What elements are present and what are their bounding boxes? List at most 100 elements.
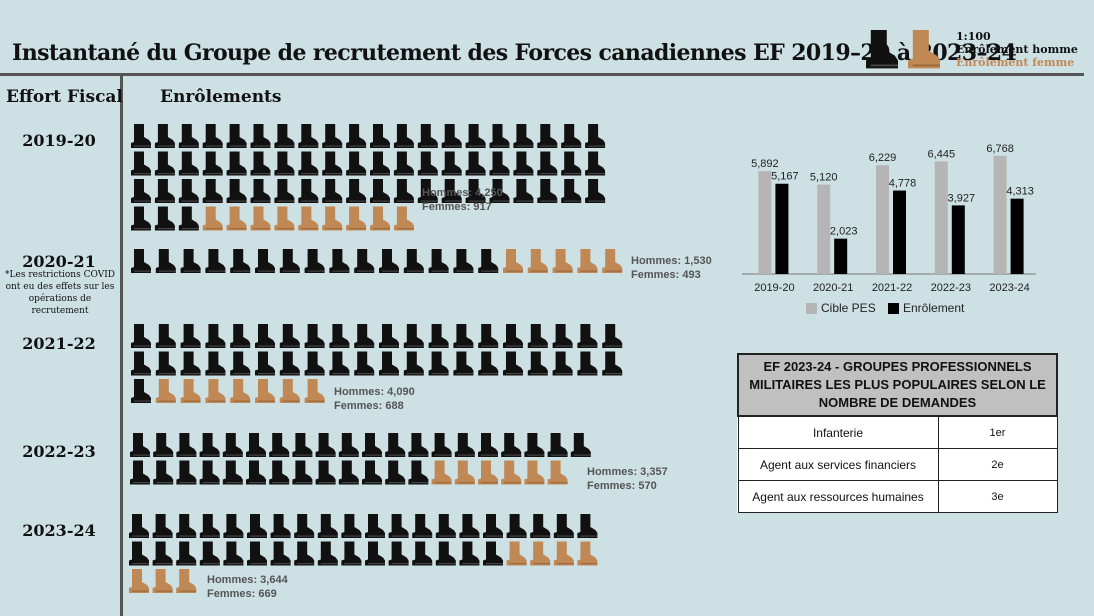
male-boot-icon xyxy=(513,179,534,203)
male-boot-icon xyxy=(403,324,424,348)
table-title: EF 2023-24 - GROUPES PROFESSIONNELS MILI… xyxy=(737,353,1058,417)
male-boot-icon xyxy=(315,460,336,485)
male-boot-icon xyxy=(459,541,480,566)
male-boot-icon xyxy=(152,541,173,566)
target-bar xyxy=(817,184,831,274)
male-boot-icon xyxy=(428,351,449,376)
female-boot-icon xyxy=(322,206,343,231)
female-boot-icon xyxy=(524,460,545,485)
male-boot-icon xyxy=(294,514,315,538)
male-boot-icon xyxy=(379,351,399,376)
male-boot-icon xyxy=(205,351,226,376)
year-label-2022-23: 2022-23 xyxy=(22,442,96,461)
men-count: Hommes: 3,644 xyxy=(207,574,288,586)
male-boot-icon xyxy=(298,151,319,176)
header-divider xyxy=(0,73,1084,76)
male-boot-icon xyxy=(230,249,251,273)
occupation-rank: 2e xyxy=(937,448,1058,481)
male-boot-icon xyxy=(570,433,591,457)
male-boot-icon xyxy=(274,179,295,203)
male-boot-icon xyxy=(155,351,176,376)
male-boot-icon xyxy=(255,249,275,273)
male-boot-icon xyxy=(489,151,510,176)
male-boot-icon xyxy=(304,249,325,273)
male-boot-icon xyxy=(304,324,325,348)
male-boot-icon xyxy=(513,124,534,148)
legend-target-swatch xyxy=(806,303,817,314)
male-boot-icon xyxy=(537,151,558,176)
enrolment-pictogram xyxy=(129,124,623,593)
female-boot-icon xyxy=(202,206,223,231)
male-boot-icon xyxy=(527,324,548,348)
legend-boot-icons xyxy=(866,30,940,69)
legend-female-boot-icon xyxy=(908,30,940,69)
enrolment-bar xyxy=(834,238,848,274)
male-boot-icon xyxy=(255,324,275,348)
male-boot-icon xyxy=(269,460,290,485)
male-boot-icon xyxy=(441,179,462,203)
male-boot-icon xyxy=(561,151,582,176)
female-boot-icon xyxy=(503,249,523,273)
male-boot-icon xyxy=(431,433,452,457)
male-boot-icon xyxy=(459,514,480,538)
male-boot-icon xyxy=(530,514,551,538)
male-boot-icon xyxy=(388,541,409,566)
x-tick-label: 2023-24 xyxy=(989,282,1029,294)
male-boot-icon xyxy=(131,351,151,376)
male-boot-icon xyxy=(317,514,338,538)
enrolments-header: Enrôlements xyxy=(160,87,282,107)
bar-value-label: 6,768 xyxy=(986,143,1014,155)
male-boot-icon xyxy=(202,124,223,148)
male-boot-icon xyxy=(226,124,247,148)
male-boot-icon xyxy=(417,179,438,203)
enrolment-bar xyxy=(1010,198,1024,274)
male-boot-icon xyxy=(393,124,414,148)
column-divider xyxy=(120,76,123,616)
legend-label: Cible PES xyxy=(821,301,876,315)
male-boot-icon xyxy=(552,351,573,376)
male-boot-icon xyxy=(294,541,315,566)
female-boot-icon xyxy=(553,541,574,566)
male-boot-icon xyxy=(230,351,251,376)
male-boot-icon xyxy=(585,124,606,148)
male-boot-icon xyxy=(153,433,174,457)
women-count: Femmes: 917 xyxy=(422,201,492,213)
table-row: Agent aux services financiers 2e xyxy=(737,448,1058,481)
male-boot-icon xyxy=(346,179,367,203)
female-boot-icon xyxy=(176,569,197,593)
male-boot-icon xyxy=(322,124,343,148)
male-boot-icon xyxy=(202,179,223,203)
male-boot-icon xyxy=(483,514,503,538)
male-boot-icon xyxy=(408,460,429,485)
covid-note: *Les restrictions COVID ont eu des effet… xyxy=(5,270,115,316)
female-boot-icon xyxy=(602,249,623,273)
male-boot-icon xyxy=(478,351,499,376)
male-boot-icon xyxy=(131,179,151,203)
male-boot-icon xyxy=(178,151,199,176)
male-boot-icon xyxy=(226,151,247,176)
bar-value-label: 4,778 xyxy=(889,178,917,190)
male-boot-icon xyxy=(250,124,271,148)
female-boot-icon xyxy=(226,206,247,231)
male-boot-icon xyxy=(341,514,362,538)
bar-value-label: 6,445 xyxy=(928,148,956,160)
male-boot-icon xyxy=(131,151,151,176)
male-boot-icon xyxy=(537,179,558,203)
x-tick-label: 2020-21 xyxy=(813,282,853,294)
male-boot-icon xyxy=(226,179,247,203)
male-boot-icon xyxy=(178,124,199,148)
male-boot-icon xyxy=(393,179,414,203)
male-boot-icon xyxy=(279,324,300,348)
female-boot-icon xyxy=(250,206,271,231)
male-boot-icon xyxy=(129,541,149,566)
male-boot-icon xyxy=(178,206,199,231)
x-tick-label: 2022-23 xyxy=(931,282,971,294)
male-boot-icon xyxy=(524,433,545,457)
female-boot-icon xyxy=(298,206,319,231)
bar-value-label: 5,120 xyxy=(810,172,838,184)
male-boot-icon xyxy=(513,151,534,176)
women-count: Femmes: 688 xyxy=(334,400,404,412)
female-boot-icon xyxy=(304,379,325,403)
male-boot-icon xyxy=(304,351,325,376)
male-boot-icon xyxy=(274,124,295,148)
